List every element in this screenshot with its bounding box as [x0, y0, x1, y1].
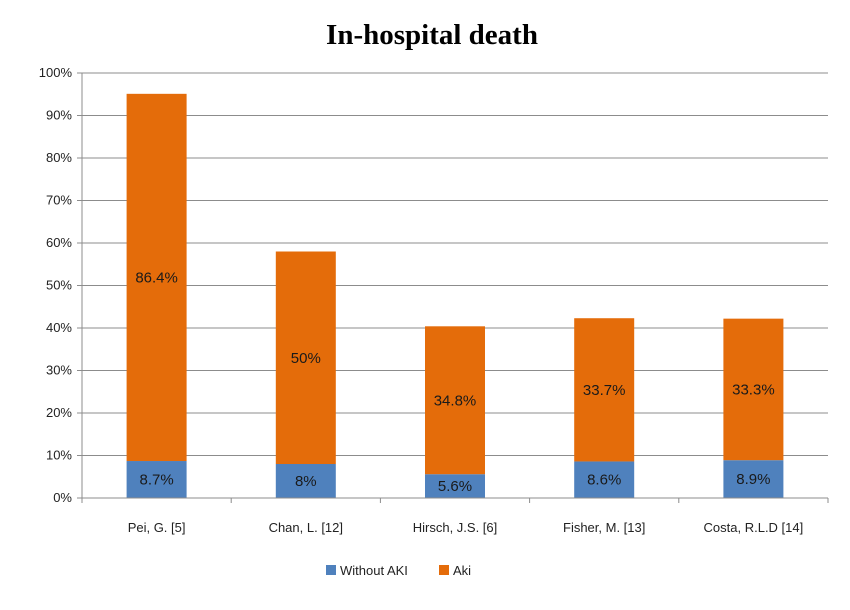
- data-label: 86.4%: [135, 269, 178, 286]
- y-tick-label: 20%: [46, 405, 72, 420]
- y-tick-label: 60%: [46, 235, 72, 250]
- data-label: 34.8%: [434, 392, 477, 409]
- y-tick-label: 50%: [46, 278, 72, 293]
- y-tick-label: 30%: [46, 363, 72, 378]
- data-label: 8.7%: [139, 472, 173, 489]
- data-label: 33.7%: [583, 382, 626, 399]
- data-label: 5.6%: [438, 478, 472, 495]
- bars: 8.7% 86.4% 8% 50% 5.6% 34.8% 8.6% 33.7% 8.9% 33.3…: [126, 93, 784, 498]
- bar-segment: [275, 251, 336, 464]
- bar-segment: [574, 461, 635, 498]
- x-tick-label: Fisher, M. [13]: [563, 520, 645, 535]
- x-tick-label: Costa, R.L.D [14]: [704, 520, 804, 535]
- legend-swatch: [326, 565, 336, 575]
- bar-segment: [126, 93, 187, 462]
- y-axis: 0% 10% 20% 30% 40% 50% 60% 70% 80% 90% 100%: [39, 65, 83, 505]
- legend: Without AKI Aki: [326, 563, 471, 578]
- bar-segment: [275, 464, 336, 498]
- bar-segment: [425, 474, 485, 498]
- chart-title: In-hospital death: [326, 19, 538, 51]
- y-tick-label: 90%: [46, 108, 72, 123]
- x-tick-label: Chan, L. [12]: [269, 520, 343, 535]
- bar-segment: [425, 326, 485, 475]
- y-tick-label: 70%: [46, 193, 72, 208]
- data-label: 8%: [295, 473, 317, 490]
- y-tick-label: 10%: [46, 448, 72, 463]
- y-tick-label: 80%: [46, 150, 72, 165]
- data-label: 8.6%: [587, 472, 621, 489]
- data-label: 8.9%: [736, 471, 770, 488]
- legend-label: Without AKI: [340, 563, 408, 578]
- x-tick-label: Hirsch, J.S. [6]: [413, 520, 498, 535]
- data-label: 33.3%: [732, 381, 775, 398]
- data-label: 50%: [291, 350, 321, 367]
- y-tick-label: 0%: [53, 490, 72, 505]
- x-axis: Pei, G. [5] Chan, L. [12] Hirsch, J.S. [6]…: [81, 497, 829, 535]
- bar-segment: [126, 461, 187, 498]
- x-tick-label: Pei, G. [5]: [128, 520, 186, 535]
- bar-segment: [723, 318, 784, 461]
- legend-label: Aki: [453, 563, 471, 578]
- y-tick-label: 100%: [39, 65, 73, 80]
- legend-swatch: [439, 565, 449, 575]
- y-tick-label: 40%: [46, 320, 72, 335]
- bar-segment: [574, 318, 635, 462]
- bar-segment: [723, 460, 784, 498]
